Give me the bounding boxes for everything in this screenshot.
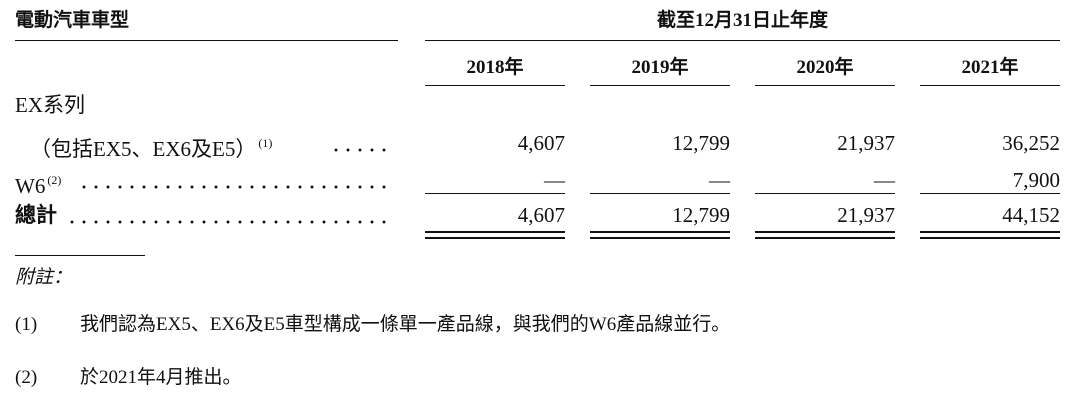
cell: 12,799: [672, 131, 730, 155]
double-rule: [920, 231, 1060, 233]
note-marker: (2): [15, 367, 38, 388]
total-label: 總計: [15, 203, 57, 227]
rule: [755, 85, 895, 86]
double-rule: [590, 231, 730, 233]
note-marker: (1): [15, 314, 38, 335]
header-title: 電動汽車車型: [15, 10, 130, 31]
cell: 44,152: [1002, 203, 1060, 227]
leader-dots: [78, 185, 390, 189]
rule: [15, 40, 398, 41]
double-rule: [920, 237, 1060, 239]
row-label: EX系列: [15, 93, 85, 117]
rule: [590, 85, 730, 86]
leader-dots: [66, 220, 390, 224]
cell: 7,900: [1012, 168, 1060, 192]
rule: [920, 85, 1060, 86]
column-header: 2019年: [631, 57, 689, 78]
cell: 12,799: [672, 203, 730, 227]
row-label: W6: [15, 174, 46, 198]
double-rule: [755, 237, 895, 239]
group-header: 截至12月31日止年度: [656, 10, 828, 31]
cell: 4,607: [517, 203, 565, 227]
cell: —: [709, 168, 730, 192]
double-rule: [425, 237, 565, 239]
row-sublabel-text: （包括EX5、EX6及E5）: [30, 137, 257, 161]
rule: [590, 193, 730, 194]
cell: 36,252: [1002, 131, 1060, 155]
cell: —: [544, 168, 565, 192]
row-sublabel: （包括EX5、EX6及E5） (1): [30, 131, 272, 161]
leader-dots: [330, 148, 390, 152]
column-header: 2020年: [796, 57, 854, 78]
double-rule: [755, 231, 895, 233]
double-rule: [425, 231, 565, 233]
footnote-ref: (1): [258, 136, 273, 150]
row-label-wrap: W6 (2): [15, 168, 61, 198]
cell: 21,937: [837, 131, 895, 155]
rule: [920, 193, 1060, 194]
notes-title: 附註：: [15, 267, 73, 288]
note-text: 我們認為EX5、EX6及E5車型構成一條單一產品線，與我們的W6產品線並行。: [80, 314, 731, 335]
cell: —: [874, 168, 895, 192]
note-text: 於2021年4月推出。: [80, 367, 242, 388]
column-header: 2018年: [466, 57, 524, 78]
footnote-ref: (2): [47, 173, 62, 187]
cell: 21,937: [837, 203, 895, 227]
rule: [15, 255, 145, 256]
double-rule: [590, 237, 730, 239]
rule: [425, 85, 565, 86]
column-header: 2021年: [961, 57, 1019, 78]
rule: [425, 193, 565, 194]
rule: [755, 193, 895, 194]
cell: 4,607: [517, 131, 565, 155]
rule: [425, 40, 1060, 41]
